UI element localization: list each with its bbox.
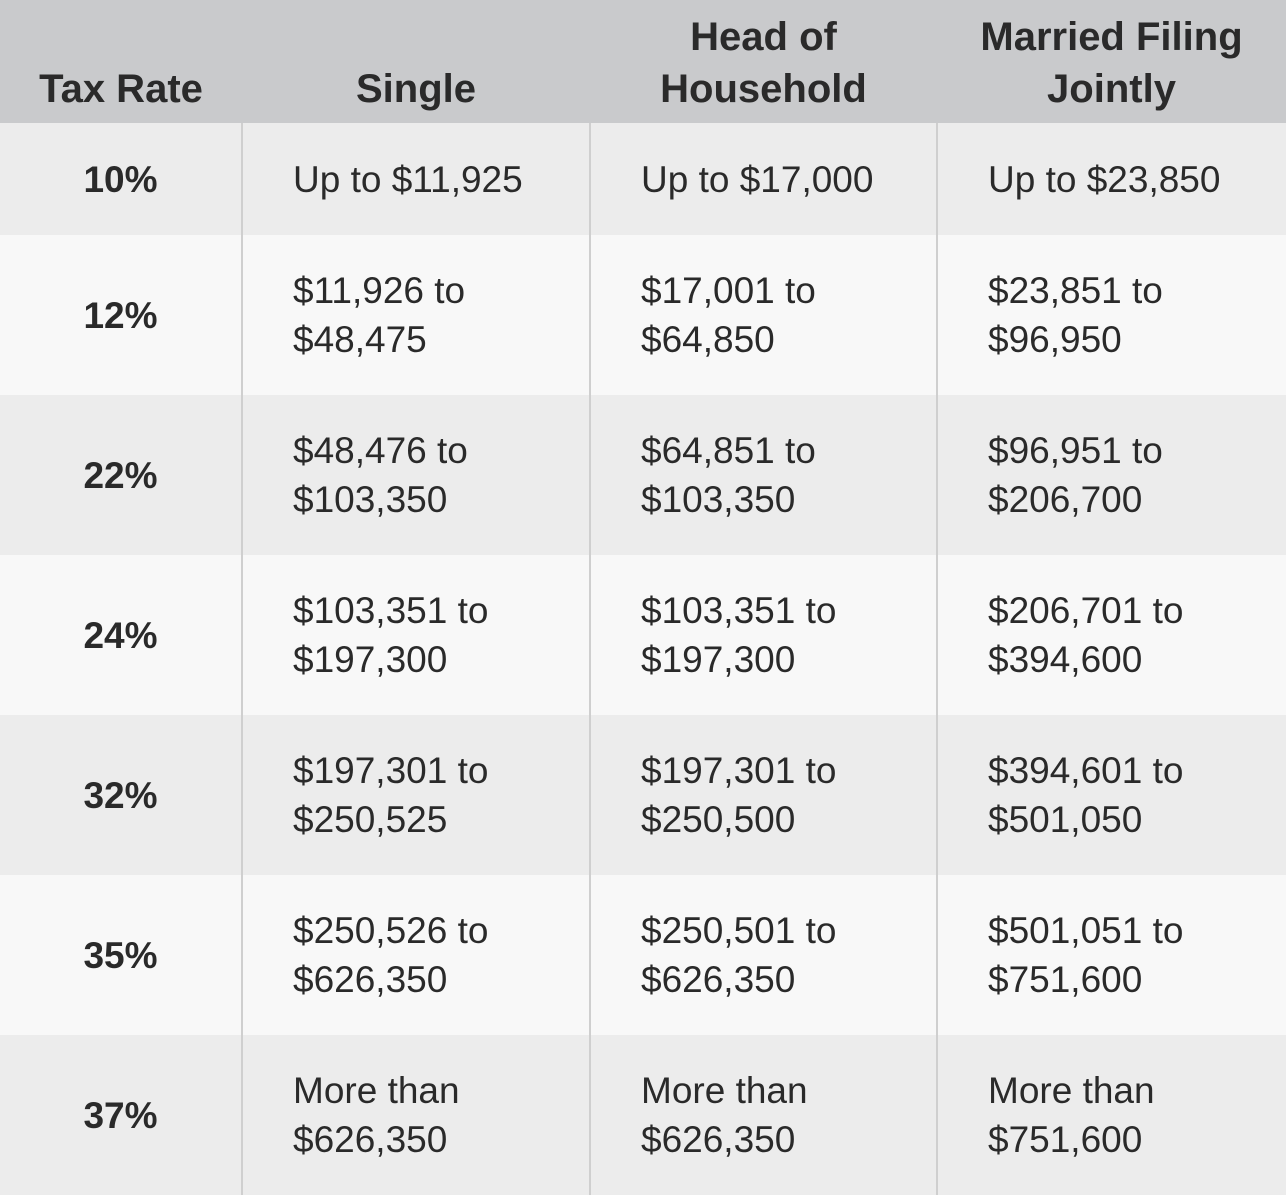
table-row: 32% $197,301 to $250,525 $197,301 to $250,… <box>0 715 1286 875</box>
cell-text: $17,001 to $64,850 <box>641 270 816 360</box>
rate-cell: 22% <box>0 395 242 555</box>
cell-text: 12% <box>83 294 158 336</box>
bracket-cell: Up to $17,000 <box>589 123 937 235</box>
bracket-cell: More than $626,350 <box>589 1035 937 1195</box>
rate-cell: 24% <box>0 555 242 715</box>
cell-text: More than $626,350 <box>641 1070 808 1160</box>
header-row: Tax Rate Single Head of Household Married F… <box>0 0 1286 123</box>
cell-text: Up to $11,925 <box>293 158 523 200</box>
rate-cell: 10% <box>0 123 242 235</box>
cell-text: Up to $23,850 <box>988 158 1221 200</box>
cell-text: $197,301 to $250,500 <box>641 750 837 840</box>
bracket-cell: $197,301 to $250,525 <box>241 715 590 875</box>
bracket-cell: More than $751,600 <box>936 1035 1286 1195</box>
bracket-cell: $250,526 to $626,350 <box>241 875 590 1035</box>
cell-text: More than $626,350 <box>293 1070 460 1160</box>
column-header: Tax Rate <box>0 0 242 123</box>
table-row: 10% Up to $11,925 Up to $17,000 Up to $23,8… <box>0 123 1286 235</box>
cell-text: 35% <box>83 934 158 976</box>
cell-text: 24% <box>83 614 158 656</box>
table-row: 22% $48,476 to $103,350 $64,851 to $103,35… <box>0 395 1286 555</box>
cell-text: $394,601 to $501,050 <box>988 750 1184 840</box>
bracket-cell: $250,501 to $626,350 <box>589 875 937 1035</box>
cell-text: $11,926 to $48,475 <box>293 270 466 360</box>
cell-text: $23,851 to $96,950 <box>988 270 1163 360</box>
cell-text: $250,501 to $626,350 <box>641 910 837 1000</box>
bracket-cell: $206,701 to $394,600 <box>936 555 1286 715</box>
cell-text: $250,526 to $626,350 <box>293 910 489 1000</box>
cell-text: $103,351 to $197,300 <box>293 590 489 680</box>
cell-text: Up to $17,000 <box>641 158 874 200</box>
cell-text: $48,476 to $103,350 <box>293 430 468 520</box>
bracket-cell: $394,601 to $501,050 <box>936 715 1286 875</box>
bracket-cell: $96,951 to $206,700 <box>936 395 1286 555</box>
column-header: Head of Household <box>590 0 937 123</box>
bracket-cell: $103,351 to $197,300 <box>589 555 937 715</box>
rate-cell: 37% <box>0 1035 242 1195</box>
bracket-cell: Up to $11,925 <box>241 123 590 235</box>
table-row: 37% More than $626,350 More than $626,350 M… <box>0 1035 1286 1195</box>
table-row: 24% $103,351 to $197,300 $103,351 to $197,… <box>0 555 1286 715</box>
cell-text: 10% <box>83 158 158 200</box>
table-row: 35% $250,526 to $626,350 $250,501 to $626,… <box>0 875 1286 1035</box>
bracket-cell: $64,851 to $103,350 <box>589 395 937 555</box>
bracket-cell: $501,051 to $751,600 <box>936 875 1286 1035</box>
cell-text: 22% <box>83 454 158 496</box>
rate-cell: 35% <box>0 875 242 1035</box>
bracket-cell: $17,001 to $64,850 <box>589 235 937 395</box>
cell-text: $206,701 to $394,600 <box>988 590 1184 680</box>
bracket-cell: $48,476 to $103,350 <box>241 395 590 555</box>
table-row: 12% $11,926 to $48,475 $17,001 to $64,850 $… <box>0 235 1286 395</box>
cell-text: $197,301 to $250,525 <box>293 750 489 840</box>
bracket-cell: $197,301 to $250,500 <box>589 715 937 875</box>
cell-text: $501,051 to $751,600 <box>988 910 1184 1000</box>
column-header: Married Filing Jointly <box>937 0 1286 123</box>
rate-cell: 32% <box>0 715 242 875</box>
bracket-cell: $103,351 to $197,300 <box>241 555 590 715</box>
cell-text: $103,351 to $197,300 <box>641 590 837 680</box>
bracket-cell: $23,851 to $96,950 <box>936 235 1286 395</box>
bracket-cell: Up to $23,850 <box>936 123 1286 235</box>
cell-text: 37% <box>83 1094 158 1136</box>
cell-text: More than $751,600 <box>988 1070 1155 1160</box>
cell-text: 32% <box>83 774 158 816</box>
cell-text: $64,851 to $103,350 <box>641 430 816 520</box>
column-header: Single <box>242 0 590 123</box>
rate-cell: 12% <box>0 235 242 395</box>
bracket-cell: $11,926 to $48,475 <box>241 235 590 395</box>
bracket-cell: More than $626,350 <box>241 1035 590 1195</box>
cell-text: $96,951 to $206,700 <box>988 430 1163 520</box>
